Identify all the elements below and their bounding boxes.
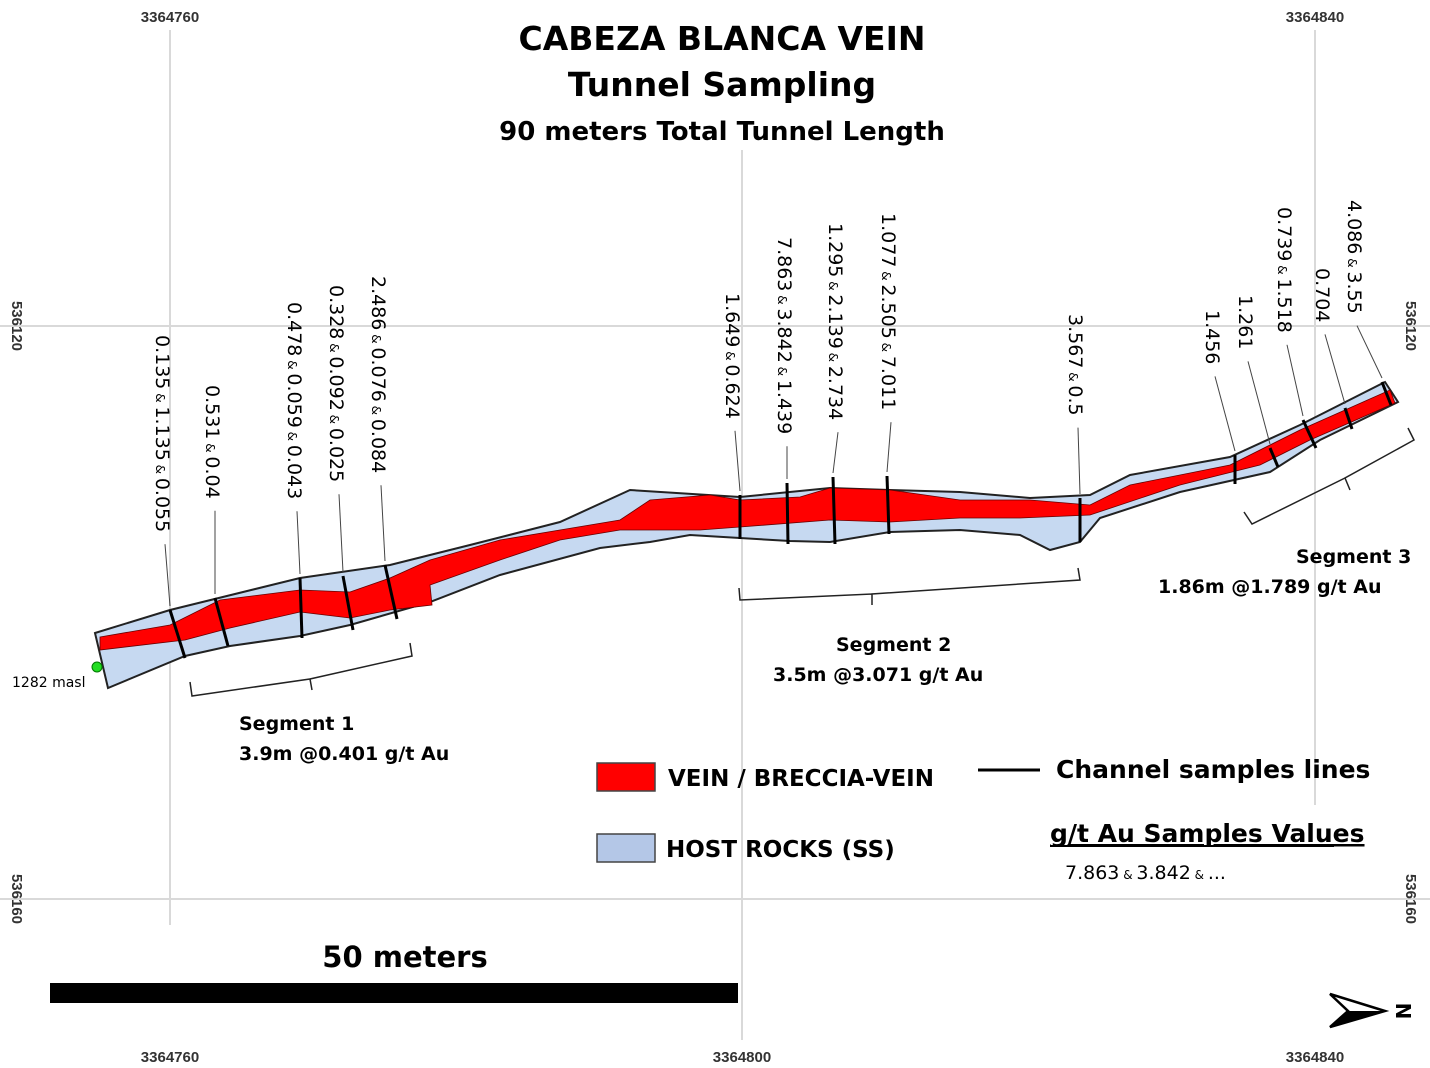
legend-vein-label: VEIN / BRECCIA-VEIN: [668, 766, 934, 792]
sample-value-label: 1.456: [1201, 310, 1223, 364]
label-leader-line: [380, 485, 386, 562]
label-leader-line: [1324, 334, 1346, 405]
tunnel-length: 90 meters Total Tunnel Length: [499, 117, 945, 147]
scale-bar: [50, 983, 738, 1003]
sample-value-label: 4.086 & 3.55: [1343, 200, 1365, 314]
coord-bottom-2: 3364800: [713, 1049, 771, 1066]
vein-area: [99, 389, 1396, 651]
channel-sample-line: [1343, 407, 1354, 430]
sample-value-label: 2.486 & 0.076 & 0.084: [367, 276, 389, 473]
label-leader-line: [1214, 376, 1236, 452]
legend-host-label: HOST ROCKS (SS): [666, 837, 895, 863]
legend-values-example: 7.863 & 3.842 & ...: [1065, 862, 1226, 884]
sample-value-label: 0.704: [1311, 268, 1333, 322]
legend-host-swatch: [596, 833, 656, 863]
channel-sample-line: [213, 597, 230, 647]
segment-2-result: 3.5m @3.071 g/t Au: [773, 664, 983, 686]
channel-sample-line: [1268, 447, 1280, 468]
elevation-label: 1282 masl: [12, 675, 85, 691]
label-leader-line: [1077, 427, 1081, 495]
map-title: CABEZA BLANCA VEIN: [519, 19, 926, 58]
sample-value-label: 0.328 & 0.092 & 0.025: [325, 285, 347, 482]
segment-1-bracket: [189, 642, 413, 697]
sample-value-label: 0.478 & 0.059 & 0.043: [283, 302, 305, 499]
legend-values-title: g/t Au Samples Values: [1050, 819, 1365, 848]
segment-brackets: [189, 427, 1415, 697]
sample-value-label: 7.863 & 3.842 & 1.439: [773, 237, 795, 434]
label-leader-line: [164, 544, 171, 607]
coord-top-2: 3364840: [1286, 9, 1344, 26]
label-leader-line: [832, 432, 839, 474]
legend-channel-label: Channel samples lines: [1056, 755, 1370, 784]
channel-sample-line: [298, 577, 304, 639]
channel-sample-line: [1301, 419, 1318, 449]
segment-1-result: 3.9m @0.401 g/t Au: [239, 743, 449, 765]
segment-2-bracket: [738, 567, 1081, 605]
channel-sample-line: [168, 609, 187, 659]
channel-sample-lines: [168, 381, 1393, 659]
scale-bar-label: 50 meters: [322, 940, 487, 974]
coord-right-2: 536160: [1402, 874, 1419, 924]
label-leader-line: [1286, 344, 1304, 417]
segment-3-result: 1.86m @1.789 g/t Au: [1158, 576, 1381, 598]
north-label: N: [1391, 1003, 1415, 1020]
legend-vein-swatch: [596, 762, 656, 792]
channel-sample-line: [885, 475, 891, 535]
host-rock-area: [93, 380, 1400, 690]
sample-value-label: 1.649 & 0.624: [721, 293, 743, 419]
label-leader-line: [338, 494, 344, 573]
label-leader-line: [734, 430, 741, 492]
channel-sample-line: [1380, 381, 1393, 406]
coord-top-1: 3364760: [141, 9, 199, 26]
sample-value-label: 0.531 & 0.04: [201, 385, 223, 499]
segment-1-name: Segment 1: [239, 713, 354, 735]
coord-left-2: 536160: [8, 874, 25, 924]
north-arrow-icon: [1329, 992, 1390, 1029]
map-subtitle: Tunnel Sampling: [568, 65, 876, 104]
segment-3-name: Segment 3: [1296, 546, 1411, 568]
sample-value-label: 0.739 & 1.518: [1273, 207, 1295, 333]
coord-bottom-3: 3364840: [1286, 1049, 1344, 1066]
coord-bottom-1: 3364760: [141, 1049, 199, 1066]
label-leader-line: [296, 511, 301, 575]
segment-3-bracket: [1243, 427, 1415, 525]
sample-value-label: 1.261: [1234, 295, 1256, 349]
label-leader-line: [1247, 361, 1271, 445]
coord-left-1: 536120: [8, 301, 25, 351]
coord-right-1: 536120: [1402, 301, 1419, 351]
sample-value-label: 0.135 & 1.135 & 0.055: [151, 335, 173, 532]
sample-value-labels: 0.135 & 1.135 & 0.055 0.531 & 0.04 0.478 &…: [151, 200, 1383, 607]
sample-value-label: 1.077 & 2.505 & 7.011: [877, 213, 899, 410]
segment-2-name: Segment 2: [836, 634, 951, 656]
tunnel-portal-marker: [91, 661, 103, 673]
channel-sample-line: [785, 482, 790, 545]
channel-sample-line: [341, 575, 355, 631]
channel-sample-line: [383, 564, 399, 620]
channel-sample-line: [831, 476, 837, 545]
sample-value-label: 3.567 & 0.5: [1064, 314, 1086, 416]
label-leader-line: [886, 422, 892, 473]
label-leader-line: [1356, 325, 1383, 379]
sample-value-label: 1.295 & 2.139 & 2.734: [824, 223, 846, 420]
